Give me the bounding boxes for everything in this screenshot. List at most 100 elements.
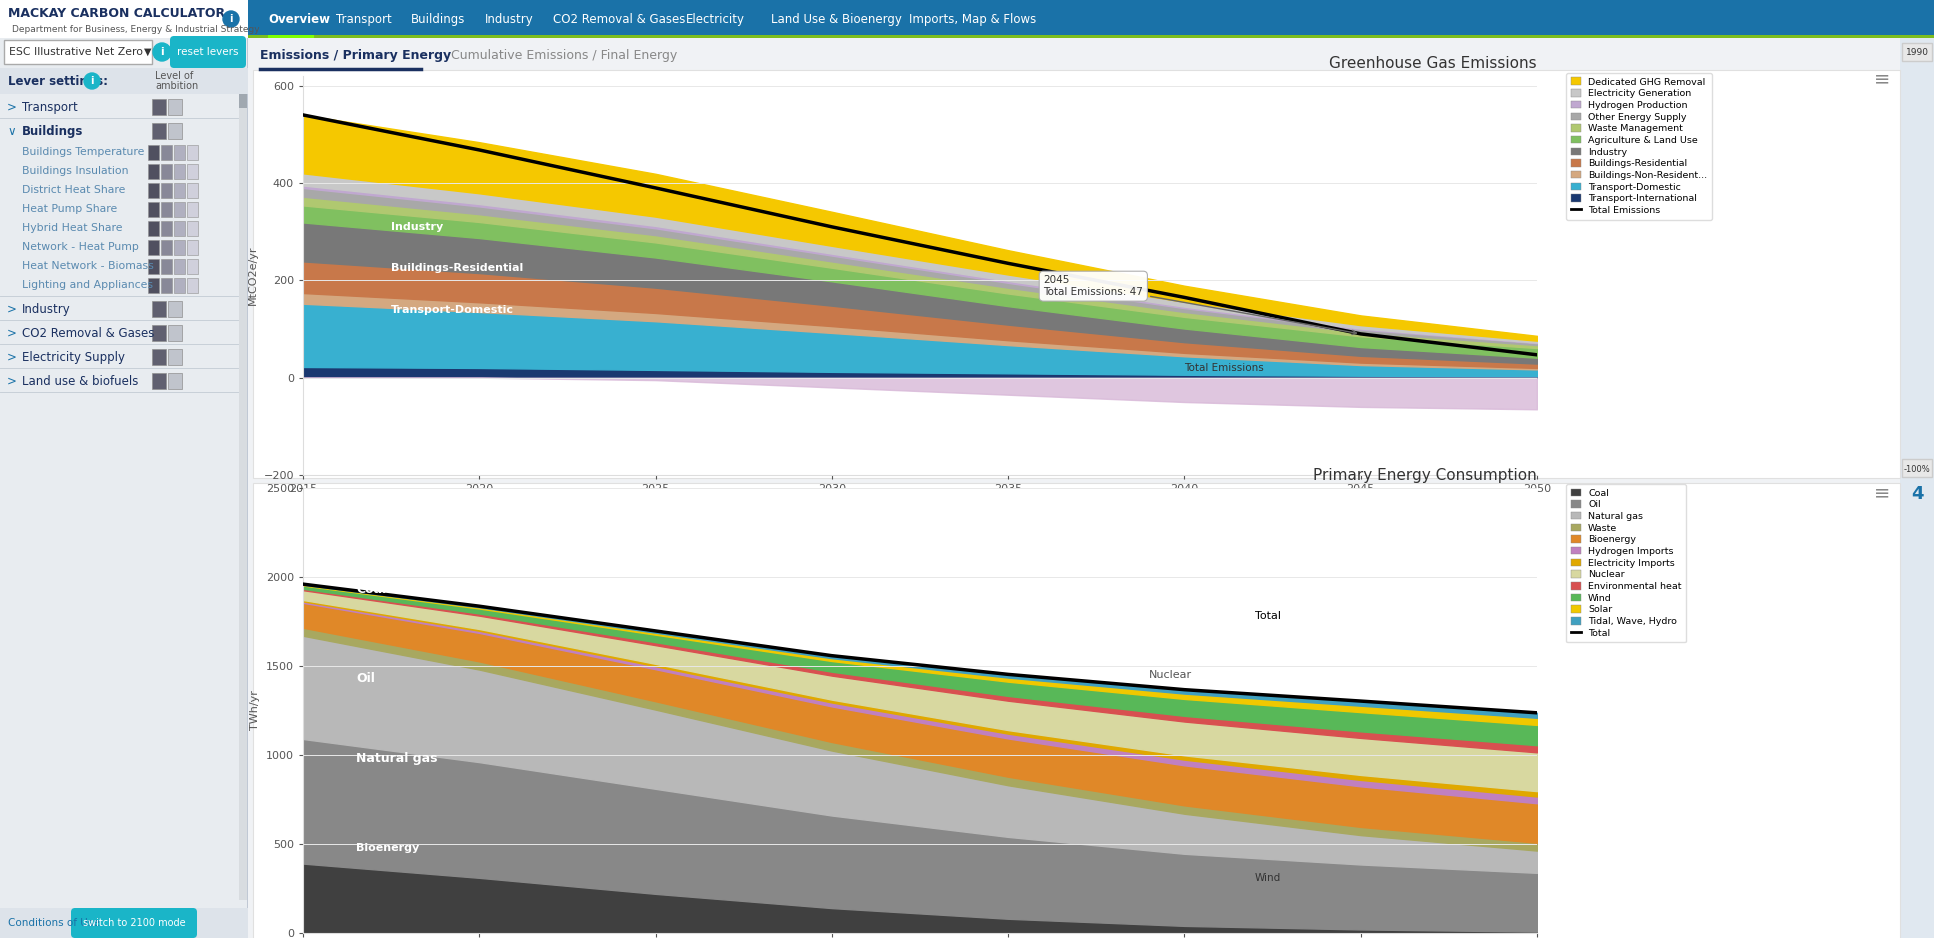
Text: Lever settings:: Lever settings: (8, 74, 108, 87)
Bar (269, 35, 315, 38)
Bar (174, 278, 186, 293)
Text: >: > (8, 100, 17, 113)
Text: Hybrid Heat Share: Hybrid Heat Share (21, 223, 122, 233)
Text: ▼: ▼ (143, 47, 151, 57)
Bar (4, 40, 153, 64)
Text: Cumulative Emissions / Final Energy: Cumulative Emissions / Final Energy (451, 49, 677, 62)
Bar (188, 259, 197, 274)
Text: Lighting and Appliances: Lighting and Appliances (21, 280, 153, 290)
Bar (161, 221, 172, 236)
Bar (149, 145, 159, 160)
Bar (188, 145, 197, 160)
Bar (0, 20, 248, 38)
Text: Buildings-Residential: Buildings-Residential (391, 264, 524, 273)
Bar (253, 70, 1899, 478)
Bar (153, 301, 166, 317)
Bar (161, 278, 172, 293)
Text: Total: Total (1255, 612, 1280, 621)
Bar (161, 145, 172, 160)
Bar (149, 183, 159, 198)
Bar (248, 41, 1899, 69)
Text: Electricity Supply: Electricity Supply (21, 351, 126, 364)
Bar (153, 99, 166, 115)
Bar (168, 123, 182, 139)
Bar (240, 94, 248, 900)
Text: Electricity: Electricity (685, 12, 745, 25)
Bar (174, 240, 186, 255)
Bar (149, 278, 159, 293)
Bar (188, 183, 197, 198)
Text: Nuclear: Nuclear (1149, 670, 1191, 680)
Text: Industry: Industry (391, 222, 443, 232)
Bar (153, 373, 166, 389)
Bar (168, 325, 182, 341)
Bar (0, 908, 248, 938)
Text: ESC Illustrative Net Zero: ESC Illustrative Net Zero (10, 47, 143, 57)
Text: Land use & biofuels: Land use & biofuels (21, 374, 139, 387)
Text: Buildings: Buildings (21, 125, 83, 138)
Text: Land Use & Bioenergy: Land Use & Bioenergy (772, 12, 901, 25)
Text: ∨: ∨ (8, 125, 15, 138)
Text: Imports, Map & Flows: Imports, Map & Flows (909, 12, 1037, 25)
Bar (161, 259, 172, 274)
Bar (161, 164, 172, 179)
Text: Network - Heat Pump: Network - Heat Pump (21, 242, 139, 252)
Text: Heat Pump Share: Heat Pump Share (21, 204, 118, 214)
Text: i: i (161, 47, 164, 57)
Text: i: i (230, 14, 232, 24)
Text: Conditions of Use: Conditions of Use (8, 918, 101, 928)
Text: Emissions / Primary Energy: Emissions / Primary Energy (259, 49, 451, 62)
Bar (248, 35, 1934, 38)
Text: switch to 2100 mode: switch to 2100 mode (83, 918, 186, 928)
Bar (0, 68, 248, 94)
Text: i: i (91, 76, 93, 86)
Bar (1899, 38, 1934, 938)
Text: District Heat Share: District Heat Share (21, 185, 126, 195)
Text: Buildings Temperature: Buildings Temperature (21, 147, 145, 157)
Text: -100%: -100% (1903, 464, 1930, 474)
Text: Natural gas: Natural gas (356, 752, 437, 765)
Text: Total Emissions: Total Emissions (1184, 363, 1265, 373)
Bar (149, 240, 159, 255)
Text: >: > (8, 326, 17, 340)
Text: ambition: ambition (155, 81, 199, 91)
Text: Heat Network - Biomass: Heat Network - Biomass (21, 261, 153, 271)
Text: 2045
Total Emissions: 47: 2045 Total Emissions: 47 (1042, 276, 1356, 335)
Circle shape (83, 73, 101, 89)
Bar (149, 259, 159, 274)
Bar (188, 202, 197, 217)
Text: >: > (8, 302, 17, 315)
Text: Overview: Overview (269, 12, 331, 25)
Text: Department for Business, Energy & Industrial Strategy: Department for Business, Energy & Indust… (12, 24, 259, 34)
Legend: Dedicated GHG Removal, Electricity Generation, Hydrogen Production, Other Energy: Dedicated GHG Removal, Electricity Gener… (1567, 73, 1712, 219)
Bar (188, 164, 197, 179)
Bar (1901, 459, 1932, 477)
Text: Bioenergy: Bioenergy (356, 842, 420, 853)
Circle shape (222, 11, 240, 27)
Text: Oil: Oil (356, 672, 375, 685)
Circle shape (153, 43, 170, 61)
Bar (153, 123, 166, 139)
Text: Industry: Industry (21, 302, 72, 315)
Text: Coal: Coal (356, 582, 387, 596)
Bar (174, 183, 186, 198)
Bar (188, 221, 197, 236)
Text: ≡: ≡ (1874, 69, 1890, 88)
Text: Buildings: Buildings (410, 12, 464, 25)
Bar (253, 483, 1899, 938)
Bar (168, 99, 182, 115)
Bar (161, 183, 172, 198)
Bar (1901, 43, 1932, 61)
Text: Industry: Industry (485, 12, 534, 25)
Text: 1990: 1990 (1905, 48, 1928, 56)
Bar (188, 278, 197, 293)
Text: >: > (8, 351, 17, 364)
Text: Transport: Transport (337, 12, 393, 25)
Bar (168, 301, 182, 317)
Text: Primary Energy Consumption: Primary Energy Consumption (1313, 468, 1538, 483)
Text: CO2 Removal & Gases: CO2 Removal & Gases (553, 12, 685, 25)
Bar (188, 240, 197, 255)
Bar (168, 373, 182, 389)
Text: CO2 Removal & Gases: CO2 Removal & Gases (21, 326, 155, 340)
Text: Transport: Transport (21, 100, 77, 113)
